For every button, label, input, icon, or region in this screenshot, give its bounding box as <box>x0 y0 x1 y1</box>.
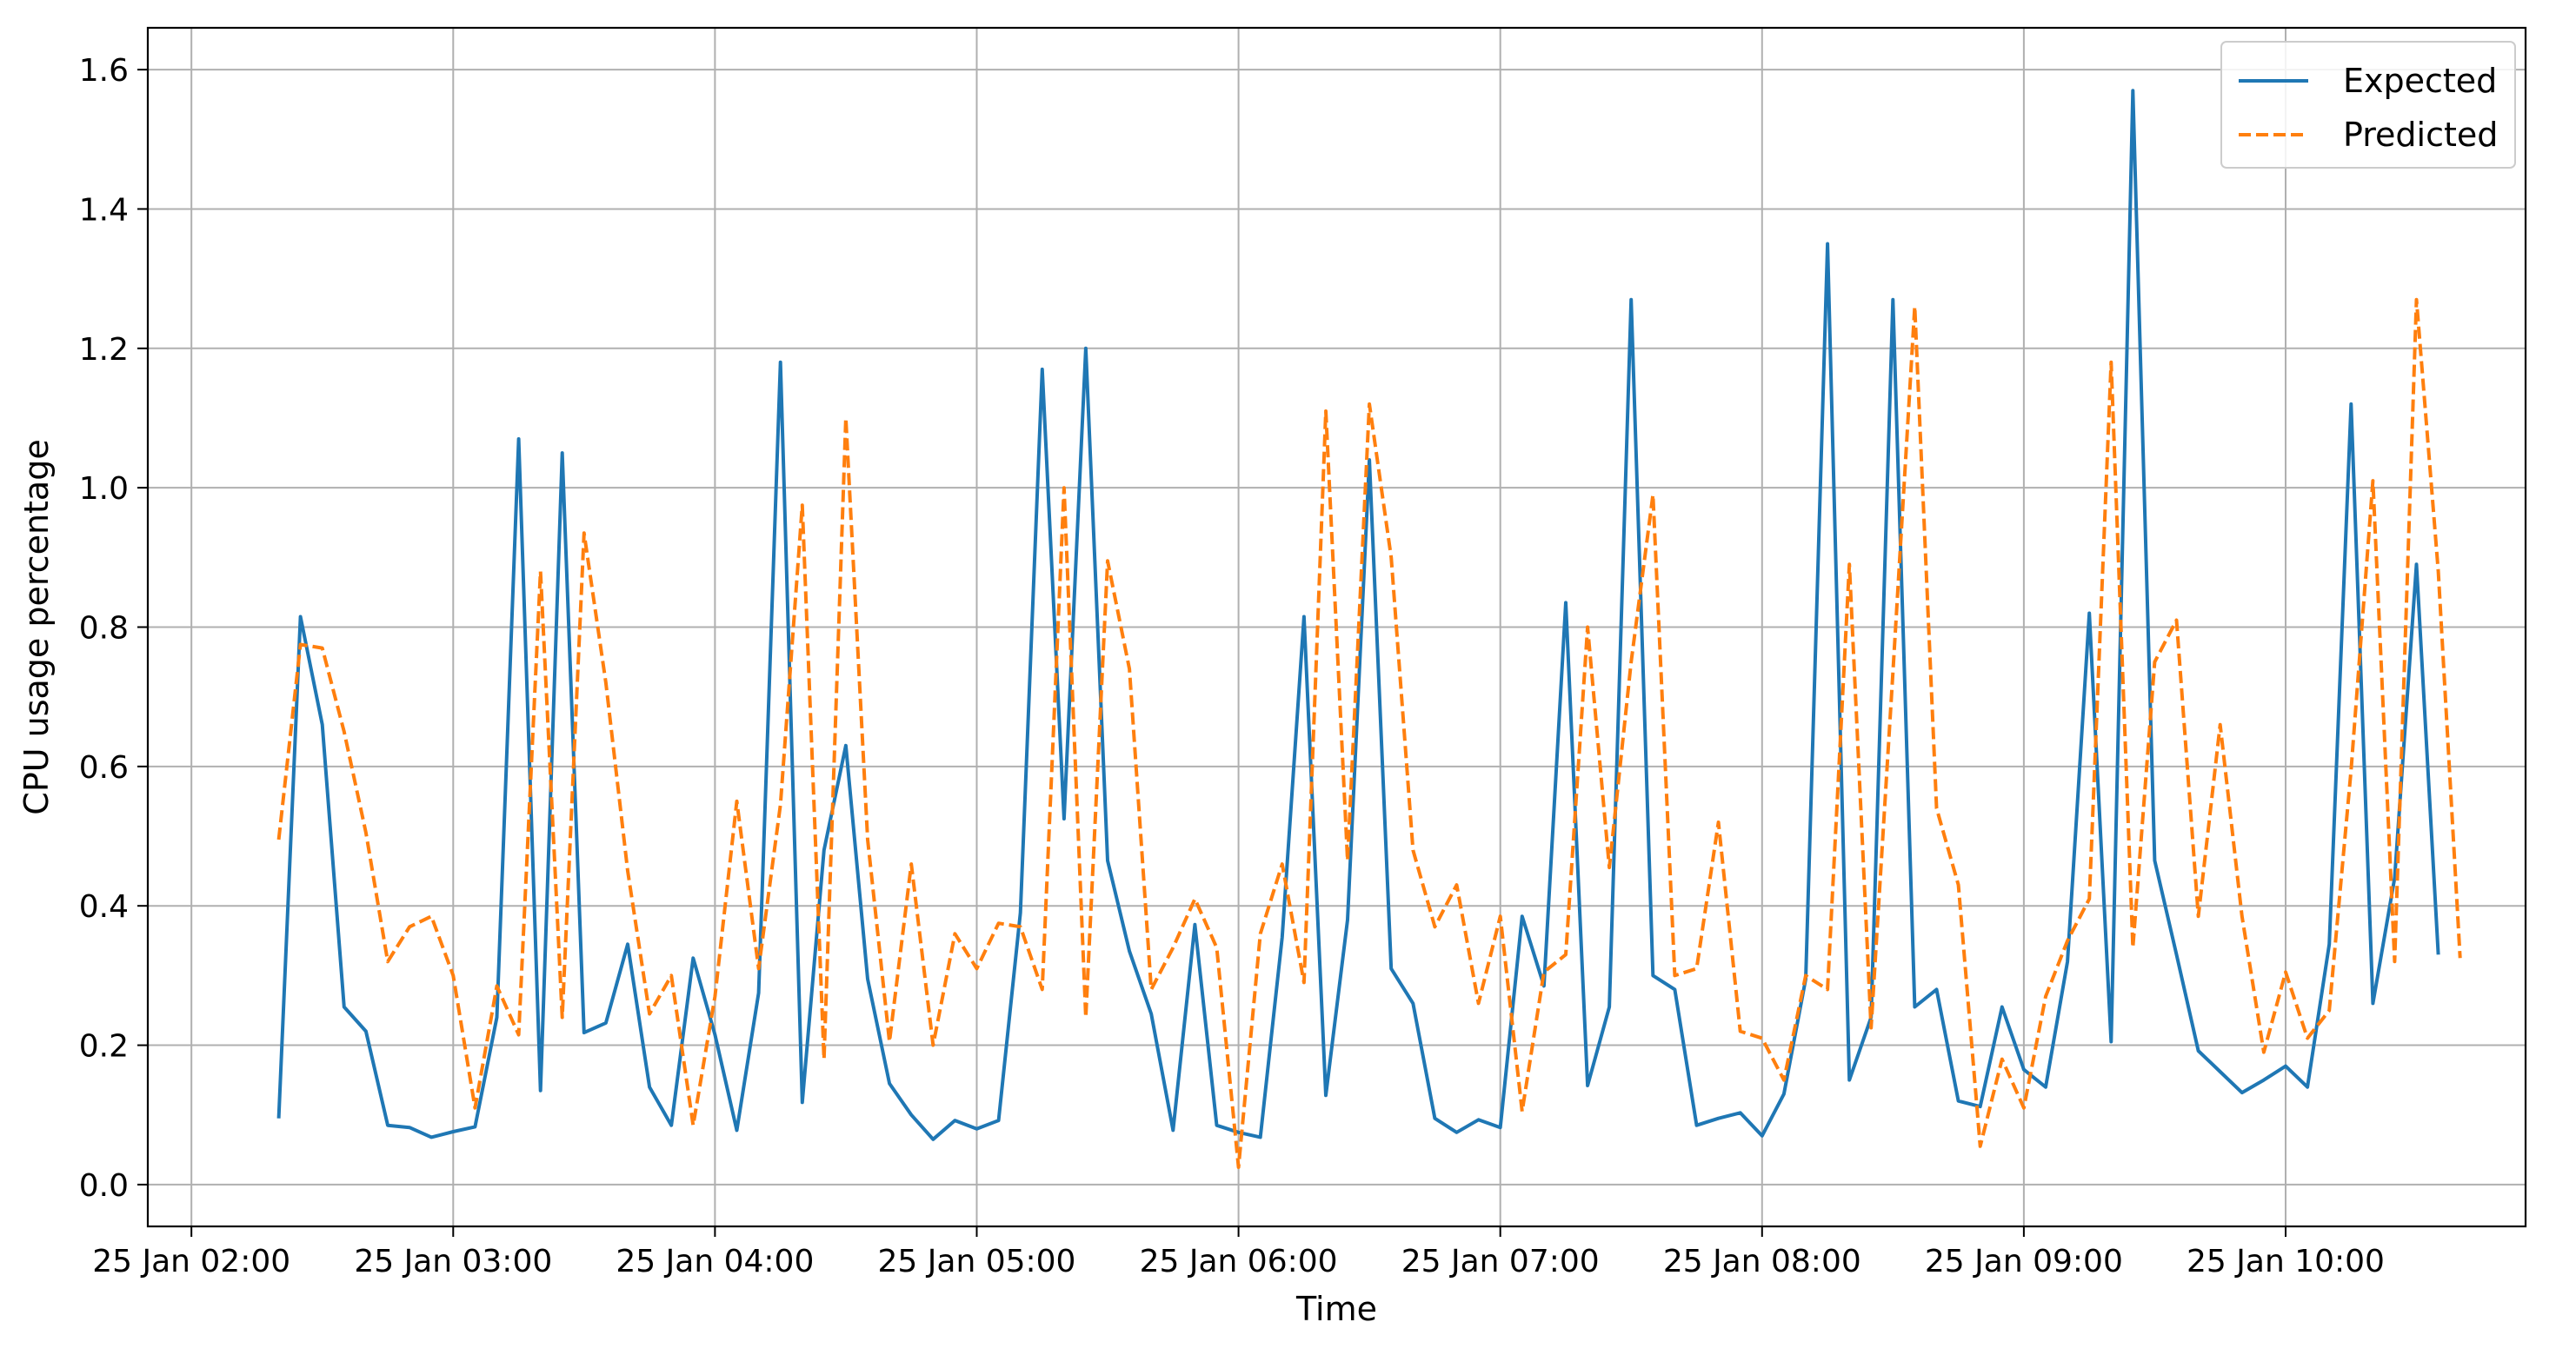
x-tick-label: 25 Jan 02:00 <box>92 1244 290 1279</box>
x-tick-label: 25 Jan 04:00 <box>616 1244 814 1279</box>
y-tick-label: 1.2 <box>79 332 129 368</box>
legend-label-expected: Expected <box>2343 62 2497 100</box>
y-tick-label: 0.4 <box>79 889 129 925</box>
x-tick-label: 25 Jan 05:00 <box>878 1244 1076 1279</box>
y-axis-title: CPU usage percentage <box>17 439 56 814</box>
axis-ticks: 25 Jan 02:00 25 Jan 03:00 25 Jan 04:00 25 J… <box>79 53 2385 1279</box>
series-line-expected <box>276 89 2440 1141</box>
y-tick-label: 1.4 <box>79 192 129 228</box>
x-tick-label: 25 Jan 07:00 <box>1401 1244 1600 1279</box>
x-tick-label: 25 Jan 10:00 <box>2187 1244 2385 1279</box>
x-tick-label: 25 Jan 03:00 <box>354 1244 552 1279</box>
y-tick-label: 0.6 <box>79 750 129 786</box>
y-tick-label: 1.6 <box>79 53 129 89</box>
x-axis-title: Time <box>1295 1290 1377 1328</box>
y-tick-label: 0.0 <box>79 1168 129 1204</box>
y-tick-label: 0.2 <box>79 1029 129 1065</box>
x-tick-label: 25 Jan 09:00 <box>1925 1244 2123 1279</box>
y-tick-label: 1.0 <box>79 471 129 507</box>
x-tick-label: 25 Jan 08:00 <box>1663 1244 1861 1279</box>
y-tick-label: 0.8 <box>79 611 129 647</box>
series-line-predicted <box>276 297 2462 1169</box>
series-lines <box>276 89 2462 1169</box>
x-tick-label: 25 Jan 06:00 <box>1140 1244 1338 1279</box>
legend-label-predicted: Predicted <box>2343 116 2498 154</box>
legend: Expected Predicted <box>2220 41 2516 169</box>
